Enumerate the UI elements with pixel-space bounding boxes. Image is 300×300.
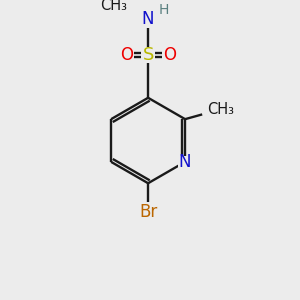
- Text: Br: Br: [139, 203, 157, 221]
- Bar: [142, 13, 155, 25]
- Text: S: S: [142, 46, 154, 64]
- Bar: [102, 0, 126, 11]
- Text: N: N: [179, 153, 191, 171]
- Bar: [139, 206, 158, 218]
- Bar: [178, 156, 192, 168]
- Text: CH₃: CH₃: [207, 102, 234, 117]
- Text: O: O: [120, 46, 133, 64]
- Bar: [164, 50, 176, 61]
- Bar: [142, 50, 155, 61]
- Text: N: N: [142, 10, 155, 28]
- Bar: [208, 104, 232, 116]
- Text: O: O: [164, 46, 176, 64]
- Text: CH₃: CH₃: [100, 0, 127, 13]
- Text: H: H: [159, 4, 169, 17]
- Bar: [160, 6, 169, 15]
- Bar: [121, 50, 132, 61]
